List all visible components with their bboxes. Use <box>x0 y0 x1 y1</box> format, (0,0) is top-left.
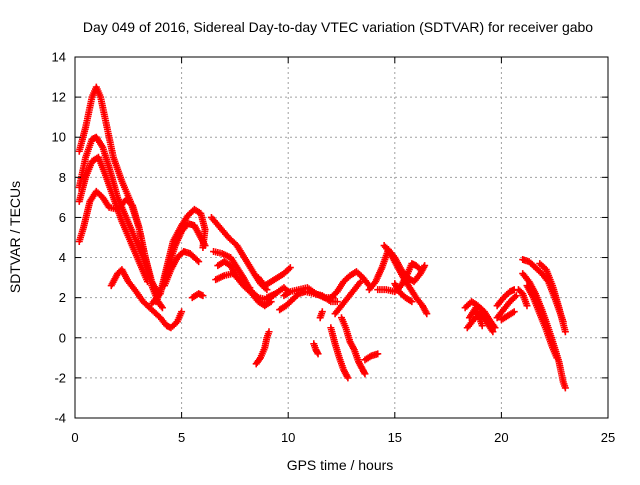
data-point <box>408 298 416 306</box>
series-track-m <box>212 270 254 292</box>
data-point <box>246 284 254 292</box>
y-tick-label: 12 <box>52 90 66 105</box>
y-tick-label: 2 <box>59 290 66 305</box>
data-marks <box>75 83 569 392</box>
series-track-h <box>161 248 203 290</box>
y-tick-label: 14 <box>52 50 66 65</box>
y-tick-label: 4 <box>59 250 66 265</box>
series-track-c <box>75 153 151 286</box>
data-point <box>561 328 569 336</box>
series-track-ai <box>497 308 518 324</box>
x-tick-label: 15 <box>388 430 402 445</box>
data-point <box>423 310 431 318</box>
data-point <box>286 264 294 272</box>
series-track-ab <box>380 242 431 318</box>
y-tick-label: -2 <box>54 370 66 385</box>
data-point <box>265 328 273 336</box>
data-point <box>561 384 569 392</box>
series-track-an <box>514 286 531 310</box>
data-point <box>512 292 520 300</box>
series-track-x <box>338 314 369 378</box>
data-point <box>314 350 322 358</box>
data-point <box>333 298 341 306</box>
data-point <box>510 308 518 316</box>
series-track-e <box>107 266 186 332</box>
series-track-v <box>331 278 365 318</box>
data-point <box>344 374 352 382</box>
plot-frame <box>74 56 609 419</box>
data-point <box>193 256 201 264</box>
series-track-ac <box>391 280 416 306</box>
data-point <box>178 308 186 316</box>
y-tick-label: 10 <box>52 130 66 145</box>
data-point <box>553 354 561 362</box>
series-track-w <box>327 324 352 382</box>
x-tick-label: 25 <box>601 430 615 445</box>
series-track-am <box>536 260 569 336</box>
data-point <box>318 308 326 316</box>
x-tick-label: 0 <box>71 430 78 445</box>
series-track-s <box>310 340 322 358</box>
data-point <box>421 262 429 270</box>
series-track-y <box>361 350 382 364</box>
data-point <box>199 292 207 300</box>
data-point <box>523 302 531 310</box>
y-axis-label: SDTVAR / TECUs <box>7 181 23 293</box>
y-tick-label: -4 <box>54 411 66 426</box>
x-tick-label: 10 <box>281 430 295 445</box>
y-tick-label: 0 <box>59 330 66 345</box>
series-track-al <box>523 282 561 362</box>
y-tick-label: 8 <box>59 170 66 185</box>
series-track-ag <box>493 292 520 322</box>
data-point <box>195 258 203 266</box>
data-point <box>158 304 166 312</box>
series-track-af <box>465 304 486 330</box>
grid <box>75 57 608 418</box>
data-point <box>361 370 369 378</box>
series-track-d <box>75 187 166 312</box>
data-point <box>478 322 486 330</box>
data-point <box>255 355 263 363</box>
data-point <box>489 328 497 336</box>
series-track-t <box>316 308 326 322</box>
data-point <box>374 350 382 358</box>
series-track-i <box>188 290 207 302</box>
x-tick-label: 5 <box>178 430 185 445</box>
data-point <box>267 298 275 306</box>
x-axis: 0 5 10 15 20 25 <box>71 57 615 445</box>
x-axis-label: GPS time / hours <box>287 457 394 473</box>
data-point <box>157 302 165 310</box>
data-point <box>415 264 423 272</box>
y-tick-label: 6 <box>59 210 66 225</box>
chart-title: Day 049 of 2016, Sidereal Day-to-day VTE… <box>83 19 593 35</box>
x-tick-label: 20 <box>494 430 508 445</box>
y-axis: -4 -2 0 2 4 6 8 10 12 14 <box>52 50 608 426</box>
series-track-o <box>252 328 273 368</box>
series-track-n <box>254 264 294 290</box>
data-point <box>357 278 365 286</box>
data-point <box>201 242 209 250</box>
data-point <box>416 266 424 274</box>
